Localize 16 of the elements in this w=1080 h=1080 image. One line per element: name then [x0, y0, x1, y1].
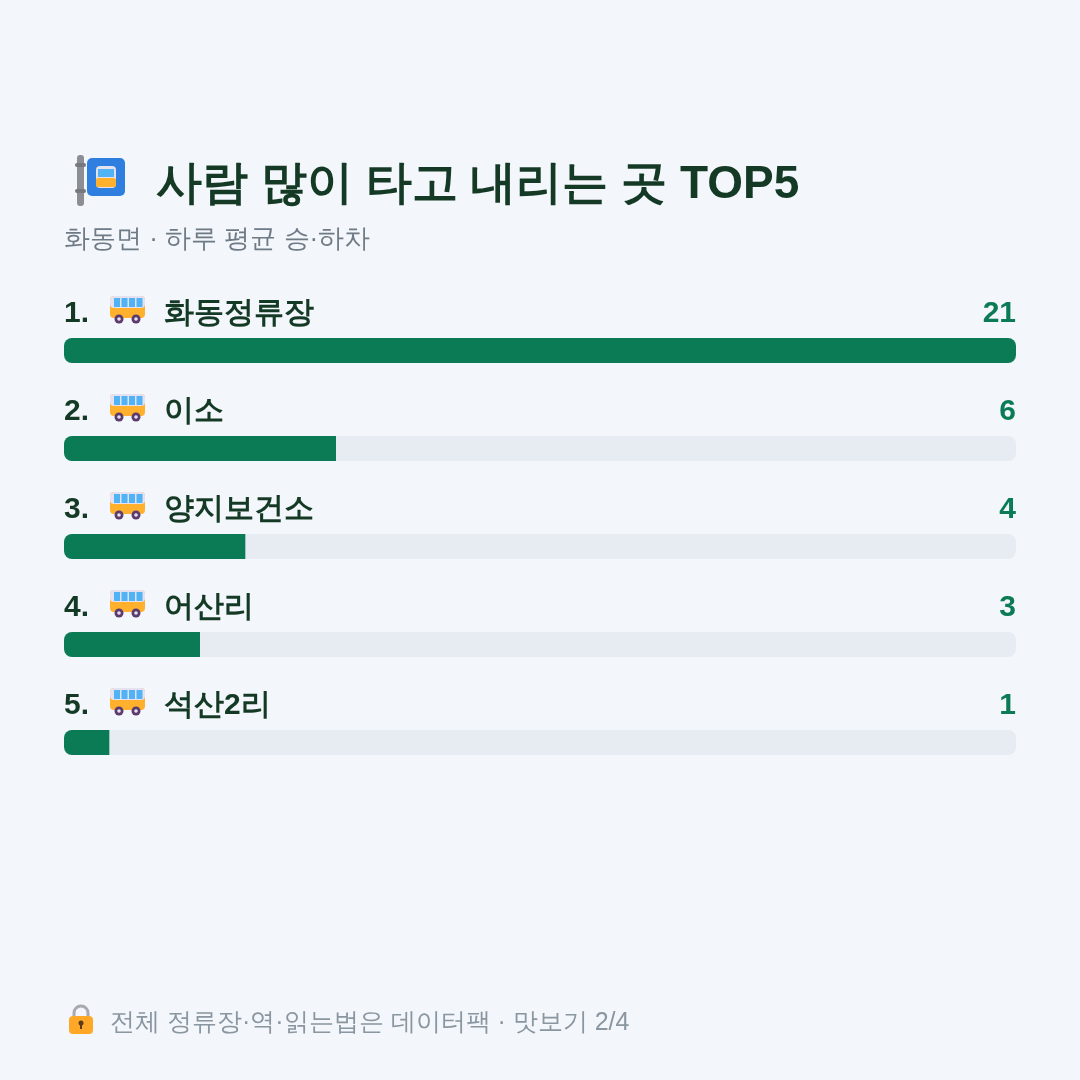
category-label: 1. 화동정류장: [64, 295, 314, 328]
bar: [64, 534, 246, 559]
category-label: 2. 이소: [64, 393, 224, 426]
category-label: 4. 어산리: [64, 589, 254, 622]
data-label: 6: [999, 393, 1016, 426]
bar: [64, 632, 200, 657]
text: 전체 정류장·역·읽는법은 데이터팩 · 맛보기 2/4: [110, 1007, 630, 1035]
data-label: 4: [999, 491, 1017, 524]
category-label: 3. 양지보건소: [64, 491, 314, 524]
data-label: 3: [999, 589, 1016, 622]
chart-subtitle: 화동면 · 하루 평균 승·하차: [64, 223, 371, 253]
chart-title: 사람 많이 타고 내리는 곳 TOP5: [156, 156, 800, 208]
data-label: 1: [999, 687, 1016, 720]
data-label: 21: [982, 295, 1016, 328]
bar: [64, 730, 110, 755]
category-label: 5. 석산2리: [64, 687, 271, 720]
